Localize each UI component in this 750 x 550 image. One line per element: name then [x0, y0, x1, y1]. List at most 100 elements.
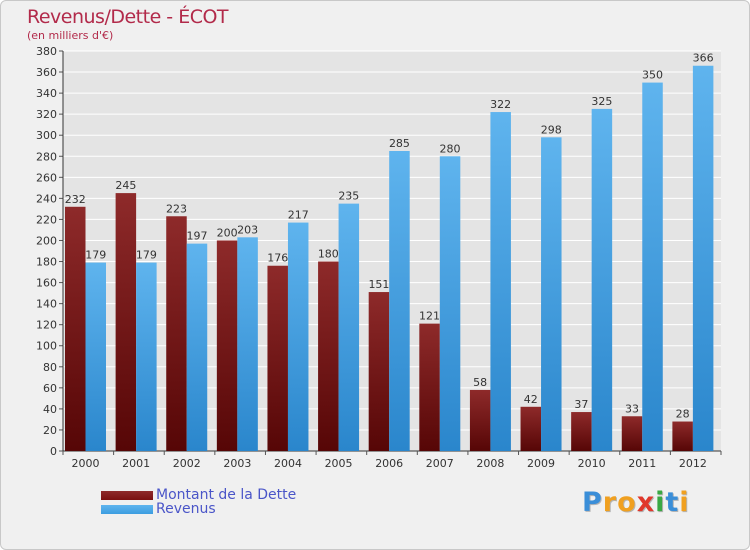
logo-letter: o: [617, 487, 637, 518]
chart-title: Revenus/Dette - ÉCOT: [27, 6, 229, 28]
data-label-revenus: 203: [237, 223, 258, 236]
x-tick-label: 2007: [426, 457, 454, 470]
legend-item-revenus: Revenus: [101, 501, 216, 517]
bar-dette: [520, 406, 542, 451]
logo-letter: i: [679, 487, 690, 518]
data-label-revenus: 280: [440, 142, 461, 155]
y-tick-label: 220: [36, 213, 57, 226]
bar-dette: [419, 323, 440, 451]
bar-dette: [318, 261, 339, 451]
y-tick-label: 360: [36, 66, 57, 79]
data-label-revenus: 179: [85, 249, 106, 262]
x-tick-label: 2006: [375, 457, 403, 470]
data-label-dette: 151: [368, 278, 389, 291]
bar-revenus: [389, 151, 410, 451]
data-label-dette: 200: [217, 226, 238, 239]
data-label-dette: 58: [473, 376, 487, 389]
bar-dette: [216, 240, 238, 451]
data-label-dette: 180: [318, 248, 339, 261]
x-tick-label: 2001: [122, 457, 150, 470]
data-label-revenus: 298: [541, 123, 562, 136]
y-tick-label: 380: [36, 45, 57, 58]
y-tick-label: 180: [36, 256, 57, 269]
y-tick-label: 100: [36, 340, 57, 353]
data-label-revenus: 197: [186, 230, 207, 243]
bar-revenus: [439, 156, 461, 451]
logo-letter: x: [636, 487, 656, 518]
data-label-revenus: 350: [642, 69, 663, 82]
x-tick-label: 2003: [223, 457, 251, 470]
data-label-dette: 121: [419, 310, 440, 323]
data-label-revenus: 366: [693, 52, 714, 65]
bar-revenus: [490, 112, 511, 451]
bar-dette: [672, 421, 693, 451]
data-label-dette: 33: [625, 402, 639, 415]
logo-letter: i: [655, 487, 666, 518]
x-tick-label: 2005: [325, 457, 353, 470]
data-label-revenus: 217: [288, 209, 309, 222]
y-tick-label: 240: [36, 192, 57, 205]
y-tick-label: 260: [36, 171, 57, 184]
bar-revenus: [237, 237, 258, 451]
data-label-revenus: 235: [338, 190, 359, 203]
data-label-dette: 42: [524, 393, 538, 406]
x-tick-label: 2004: [274, 457, 302, 470]
proxiti-logo: Proxiti: [582, 487, 690, 518]
data-label-dette: 28: [676, 408, 690, 421]
bar-dette: [267, 265, 288, 451]
y-tick-label: 80: [43, 361, 57, 374]
y-tick-label: 140: [36, 298, 57, 311]
data-label-dette: 245: [115, 179, 136, 192]
legend-label-revenus: Revenus: [156, 501, 216, 517]
bar-dette: [621, 416, 643, 451]
bar-dette: [571, 412, 592, 451]
chart-subtitle: (en milliers d'€): [27, 29, 114, 42]
bar-revenus: [338, 203, 360, 451]
bar-revenus: [136, 262, 157, 451]
logo-letter: r: [602, 487, 618, 518]
logo-letter: P: [582, 487, 603, 518]
legend-item-dette: Montant de la Dette: [101, 487, 296, 503]
data-label-revenus: 285: [389, 137, 410, 150]
x-tick-label: 2011: [628, 457, 656, 470]
x-tick-label: 2009: [527, 457, 555, 470]
x-tick-label: 2000: [72, 457, 100, 470]
bar-dette: [115, 193, 137, 451]
legend-swatch-revenus: [101, 504, 153, 514]
bar-revenus: [692, 65, 714, 451]
x-tick-label: 2010: [578, 457, 606, 470]
x-tick-label: 2008: [476, 457, 504, 470]
data-label-revenus: 322: [490, 98, 511, 111]
y-tick-label: 20: [43, 424, 57, 437]
bar-dette: [469, 389, 491, 451]
data-label-dette: 176: [267, 252, 288, 265]
bar-revenus: [642, 82, 663, 451]
data-label-revenus: 179: [136, 249, 157, 262]
y-tick-label: 0: [50, 445, 57, 458]
bar-dette: [166, 216, 187, 451]
data-label-dette: 223: [166, 202, 187, 215]
bar-revenus: [85, 262, 106, 451]
data-label-revenus: 325: [591, 95, 612, 108]
x-tick-label: 2002: [173, 457, 201, 470]
legend-swatch-dette: [101, 490, 153, 500]
y-tick-label: 160: [36, 277, 57, 290]
data-label-dette: 232: [65, 193, 86, 206]
y-tick-label: 300: [36, 129, 57, 142]
y-tick-label: 280: [36, 150, 57, 163]
bar-revenus: [186, 243, 208, 451]
bar-revenus: [541, 137, 562, 451]
y-tick-label: 340: [36, 87, 57, 100]
data-label-dette: 37: [574, 398, 588, 411]
y-tick-label: 120: [36, 319, 57, 332]
bar-dette: [65, 206, 86, 451]
legend-label-dette: Montant de la Dette: [156, 487, 297, 503]
y-tick-label: 320: [36, 108, 57, 121]
bar-revenus: [591, 108, 613, 451]
bar-revenus: [287, 222, 309, 451]
y-tick-label: 60: [43, 382, 57, 395]
x-tick-label: 2012: [679, 457, 707, 470]
bar-dette: [368, 292, 390, 451]
logo-letter: t: [665, 487, 680, 518]
